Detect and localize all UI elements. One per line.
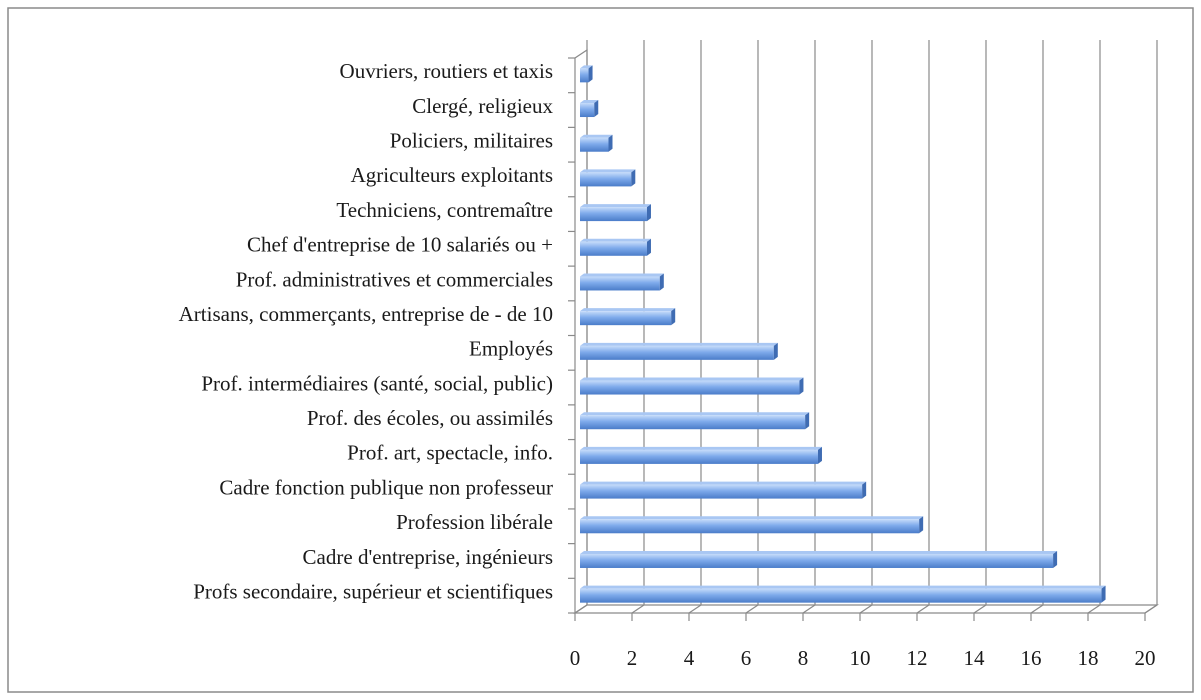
grid-floor	[859, 604, 873, 614]
bar	[580, 103, 595, 118]
x-tick-label: 12	[907, 646, 928, 670]
y-tick-label: Agriculteurs exploitants	[351, 163, 553, 187]
x-tick-label: 6	[741, 646, 752, 670]
bar	[580, 484, 863, 499]
bar-cap	[799, 377, 804, 395]
bar-top	[580, 481, 867, 485]
y-tick-label: Prof. intermédiaires (santé, social, pub…	[201, 371, 553, 395]
y-tick-label: Clergé, religieux	[412, 94, 553, 118]
bar	[580, 588, 1102, 603]
x-tick-label: 4	[684, 646, 695, 670]
bar-cap	[646, 238, 651, 256]
bar-cap	[773, 342, 778, 360]
bar-top	[580, 446, 822, 450]
y-tick-label: Prof. administratives et commerciales	[236, 267, 553, 291]
x-tick-label: 10	[850, 646, 871, 670]
bar-top	[580, 134, 613, 138]
bar-cap	[631, 169, 636, 187]
x-tick-label: 14	[964, 646, 986, 670]
x-tick-label: 20	[1135, 646, 1156, 670]
bar	[580, 519, 920, 534]
bar-top	[580, 585, 1106, 589]
bar-top	[580, 204, 651, 208]
bar	[580, 207, 647, 222]
x-tick-label: 16	[1021, 646, 1042, 670]
y-tick-label: Chef d'entreprise de 10 salariés ou +	[247, 233, 553, 257]
bar-top	[580, 342, 778, 346]
grid-floor	[574, 604, 588, 614]
bar-top	[580, 516, 924, 520]
x-tick-label: 0	[570, 646, 581, 670]
bar-cap	[594, 100, 599, 118]
bar-cap	[659, 273, 664, 291]
y-tick-label: Cadre fonction publique non professeur	[219, 475, 553, 499]
bar-cap	[588, 65, 593, 83]
y-tick-label: Profs secondaire, supérieur et scientifi…	[193, 579, 553, 603]
bar	[580, 137, 609, 152]
x-tick-label: 2	[627, 646, 638, 670]
grid-floor	[1030, 604, 1044, 614]
bar	[580, 449, 818, 464]
bar-cap	[608, 134, 613, 152]
y-tick-label: Ouvriers, routiers et taxis	[340, 59, 553, 83]
bar	[580, 553, 1054, 568]
bar-cap	[862, 481, 867, 499]
bar-top	[580, 65, 593, 69]
grid-floor	[1087, 604, 1101, 614]
bar	[580, 345, 774, 360]
y-tick-label: Employés	[469, 337, 553, 361]
bar	[580, 380, 800, 395]
bar	[580, 415, 806, 430]
y-tick-label: Cadre d'entreprise, ingénieurs	[303, 545, 553, 569]
grid-floor	[973, 604, 987, 614]
y-tick-label: Profession libérale	[396, 510, 553, 534]
bar-cap	[671, 308, 676, 326]
bar-cap	[919, 516, 924, 534]
x-tick-label: 18	[1078, 646, 1099, 670]
grid-floor	[1144, 604, 1158, 614]
y-tick-label: Techniciens, contremaître	[336, 198, 553, 222]
bar-top	[580, 412, 810, 416]
bar-cap	[1101, 585, 1106, 603]
bar-top	[580, 377, 804, 381]
grid-floor	[802, 604, 816, 614]
grid-floor	[916, 604, 930, 614]
x-tick-label: 8	[798, 646, 809, 670]
bar-top	[580, 308, 676, 312]
bar-top	[580, 238, 651, 242]
bar	[580, 311, 672, 326]
grid-floor	[745, 604, 759, 614]
bar	[580, 276, 660, 291]
bar-cap	[805, 412, 810, 430]
bar-cap	[1053, 550, 1058, 568]
bar-top	[580, 169, 636, 173]
bar	[580, 172, 632, 187]
grid-floor	[631, 604, 645, 614]
bar	[580, 241, 647, 256]
bar	[580, 68, 589, 83]
y-tick-label: Prof. des écoles, ou assimilés	[307, 406, 553, 430]
bar-cap	[646, 204, 651, 222]
y-tick-label: Prof. art, spectacle, info.	[347, 441, 553, 465]
bar-top	[580, 550, 1058, 554]
y-tick-label: Artisans, commerçants, entreprise de - d…	[179, 302, 553, 326]
y-tick-label: Policiers, militaires	[390, 129, 553, 153]
bar-top	[580, 273, 664, 277]
bar-top	[580, 100, 599, 104]
grid-floor	[688, 604, 702, 614]
bar-cap	[817, 446, 822, 464]
